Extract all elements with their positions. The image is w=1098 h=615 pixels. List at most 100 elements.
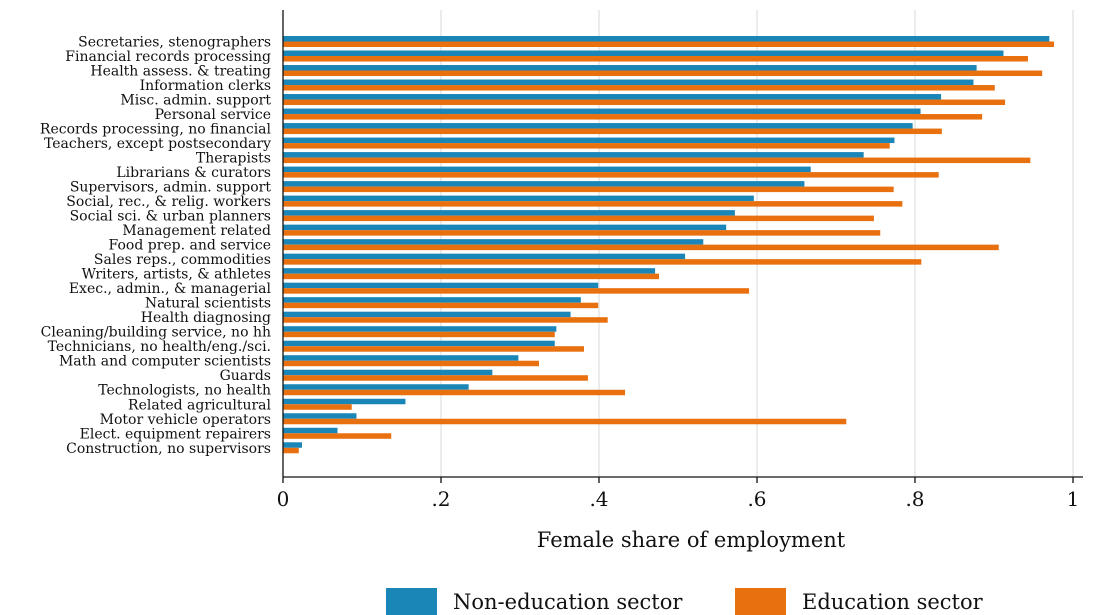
x-tick-label: 0 [277,487,290,511]
bar-non-education [283,282,599,289]
legend-label: Non-education sector [453,590,683,614]
category-label: Teachers, except postsecondary [44,136,271,152]
bar-non-education [283,108,921,115]
category-label: Therapists [196,151,271,167]
bar-education [283,143,890,149]
bar-non-education [283,50,1004,57]
category-label: Sales reps., commodities [94,252,271,268]
category-label: Cleaning/building service, no hh [41,325,271,341]
legend: Non-education sector Education sector [386,588,984,615]
category-label: Math and computer scientists [59,354,271,370]
bar-non-education [283,398,406,405]
legend-label: Education sector [802,590,984,614]
bar-education [283,201,903,207]
bar-education [283,273,660,280]
bar-education [283,172,939,178]
bar-education [283,70,1043,77]
bar-non-education [283,36,1050,42]
x-tick-label: .4 [589,487,608,511]
category-label: Records processing, no financial [40,122,272,138]
category-label: Misc. admin. support [120,93,271,109]
category-label: Social sci. & urban planners [70,209,271,225]
category-label: Guards [220,368,271,384]
bar-education [283,288,750,294]
category-label: Health diagnosing [141,310,271,326]
bar-non-education [283,166,811,173]
bar-non-education [283,427,338,434]
bar-education [283,346,584,352]
bar-non-education [283,152,864,158]
bar-education [283,85,995,91]
category-label: Social, rec., & relig. workers [66,194,271,210]
bar-education [283,375,588,381]
bar-non-education [283,181,805,187]
category-label: Related agricultural [128,397,271,413]
bar-non-education [283,340,555,347]
bar-non-education [283,442,302,448]
bar-non-education [283,384,469,390]
bar-non-education [283,224,727,231]
bar-education [283,259,922,265]
bar-education [283,99,1006,106]
bar-non-education [283,326,557,332]
bar-education [283,215,874,222]
bar-non-education [283,413,357,419]
bar-non-education [283,65,977,71]
category-label: Financial records processing [65,49,271,65]
category-label: Technicians, no health/eng./sci. [48,339,271,355]
category-label: Supervisors, admin. support [70,180,272,196]
bar-education [283,186,894,193]
x-axis-title: Female share of employment [537,528,846,552]
bar-education [283,418,847,425]
category-label: Secretaries, stenographers [78,35,271,51]
axes [282,10,1083,478]
bar-non-education [283,210,735,216]
bar-non-education [283,239,704,245]
bar-education [283,404,352,410]
bar-education [283,302,599,309]
bar-non-education [283,369,493,376]
x-tick-label: 1 [1067,487,1080,511]
bar-education [283,114,983,120]
legend-swatch-non-education [386,588,437,615]
bar-education [283,389,626,396]
category-label: Personal service [155,107,271,123]
bar-non-education [283,297,581,303]
bar-non-education [283,195,754,202]
category-label: Motor vehicle operators [100,412,271,428]
bar-education [283,447,299,454]
bar-non-education [283,268,656,274]
bar-education [283,331,555,338]
category-label: Construction, no supervisors [66,441,271,457]
bar-education [283,230,881,236]
bar-education [283,56,1028,62]
bar-education [283,41,1055,47]
category-label: Health assess. & treating [90,64,271,80]
x-tick-label: .8 [905,487,924,511]
legend-swatch-education [735,588,786,615]
x-tick-label: .2 [431,487,450,511]
bars [283,36,1055,454]
bar-non-education [283,253,686,260]
category-label: Librarians & curators [116,165,271,181]
category-label: Management related [122,223,271,239]
bar-non-education [283,79,974,86]
bar-education [283,360,539,367]
bar-education [283,433,392,439]
category-label: Elect. equipment repairers [80,426,271,442]
category-label: Food prep. and service [109,238,271,254]
category-label: Exec., admin., & managerial [69,281,272,297]
category-label: Writers, artists, & athletes [82,267,271,283]
x-tick-labels: 0 .2 .4 .6 .8 1 [277,477,1080,511]
x-tick-label: .6 [747,487,766,511]
bar-education [283,157,1031,164]
bar-non-education [283,355,519,361]
bar-non-education [283,137,895,144]
bar-non-education [283,311,571,318]
bar-education [283,128,942,135]
category-label: Natural scientists [145,296,271,312]
category-label: Information clerks [140,78,271,94]
